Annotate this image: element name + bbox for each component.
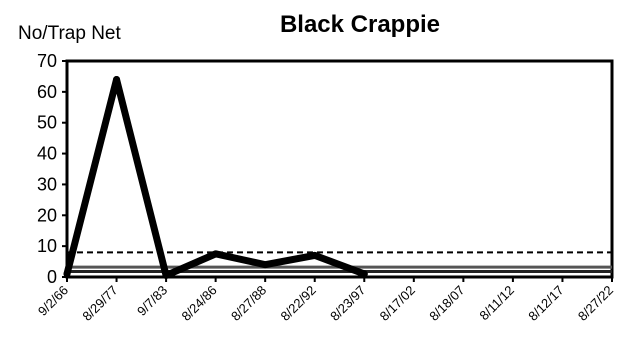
x-tick-label-4: 8/27/88 <box>228 283 269 324</box>
y-tick-label-70: 70 <box>37 51 57 71</box>
data-point-8-24-86 <box>212 250 220 258</box>
x-tick-label-11: 8/27/22 <box>575 283 616 324</box>
y-tick-label-10: 10 <box>37 236 57 256</box>
x-tick-label-9: 8/11/12 <box>476 283 517 324</box>
y-ticks: 0 10 20 30 40 50 60 70 <box>37 51 67 287</box>
x-tick-label-3: 8/24/86 <box>178 283 219 324</box>
x-tick-label-0: 9/2/66 <box>35 283 71 319</box>
x-tick-label-8: 8/18/07 <box>426 283 467 324</box>
series-line-0 <box>63 76 368 279</box>
y-axis-label: No/Trap Net <box>18 23 121 44</box>
y-tick-label-50: 50 <box>37 113 57 133</box>
x-tick-label-2: 9/7/83 <box>134 283 170 319</box>
y-tick-label-0: 0 <box>47 267 57 287</box>
y-tick-label-60: 60 <box>37 82 57 102</box>
y-tick-label-20: 20 <box>37 205 57 225</box>
data-point-9-7-83 <box>162 271 170 279</box>
x-tick-label-10: 8/12/17 <box>525 283 566 324</box>
plot-area <box>65 59 614 279</box>
y-tick-label-30: 30 <box>37 174 57 194</box>
data-point-8-29-77 <box>113 76 121 84</box>
data-point-8-27-88 <box>261 261 269 269</box>
data-point-8-23-97 <box>360 270 368 278</box>
x-tick-label-7: 8/17/02 <box>377 283 418 324</box>
x-tick-label-1: 8/29/77 <box>79 283 120 324</box>
x-tick-label-6: 8/23/97 <box>327 283 368 324</box>
x-ticks: 9/2/66 8/29/77 9/7/83 8/24/86 8/27/88 8/22/92… <box>35 277 616 324</box>
x-tick-label-5: 8/22/92 <box>278 283 319 324</box>
chart-title: Black Crappie <box>280 11 440 38</box>
series-layer <box>63 76 368 279</box>
data-point-9-2-66 <box>63 270 71 278</box>
y-tick-label-40: 40 <box>37 144 57 164</box>
data-point-8-22-92 <box>311 251 319 259</box>
